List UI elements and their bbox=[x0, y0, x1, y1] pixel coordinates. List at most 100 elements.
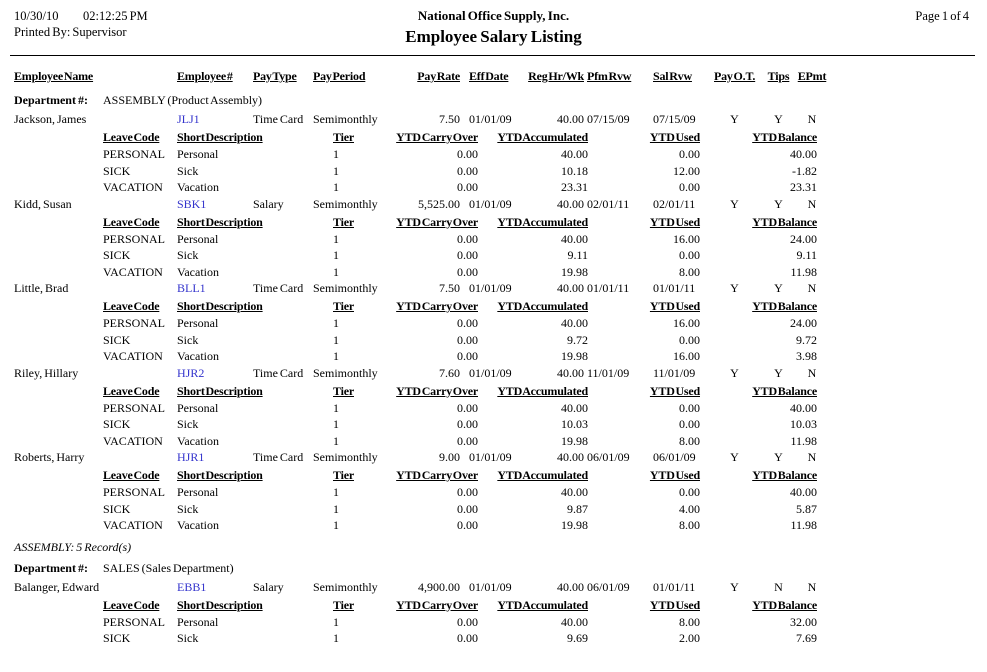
ytd-balance-cell: 11.98 bbox=[790, 518, 817, 532]
leave-description-cell: Sick bbox=[177, 163, 199, 178]
col-short-description: Short Description bbox=[177, 383, 263, 398]
employee-number-link[interactable]: HJR1 bbox=[177, 450, 205, 464]
leave-code-cell: SICK bbox=[103, 248, 131, 262]
pay-type-cell: Time Card bbox=[253, 112, 304, 126]
employee-number-link[interactable]: EBB1 bbox=[177, 579, 207, 594]
sal-rvw-cell: 01/01/11 bbox=[653, 579, 696, 594]
employee-name-cell: Kidd, Susan bbox=[14, 196, 72, 211]
leave-tier-cell: 1 bbox=[333, 349, 339, 363]
ytd-carry-over-cell: 0.00 bbox=[457, 248, 478, 262]
pfm-rvw-cell: 01/01/11 bbox=[587, 281, 630, 295]
leave-tier-cell: 1 bbox=[333, 147, 339, 161]
col-reg-hr-wk: Reg Hr/Wk bbox=[528, 69, 584, 83]
employee-number-link[interactable]: SBK1 bbox=[177, 196, 207, 211]
ytd-balance-cell: 10.03 bbox=[790, 417, 817, 431]
employee-row: Jackson, James JLJ1 Time Card Semimonthl… bbox=[0, 112, 987, 130]
col-ytd-balance: YTD Balance bbox=[752, 130, 817, 144]
leave-header-row: Leave Code Short Description Tier YTD Ca… bbox=[0, 384, 987, 401]
pay-ot-cell: Y bbox=[730, 281, 739, 295]
ytd-balance-cell: 9.72 bbox=[796, 332, 817, 347]
epmt-cell: N bbox=[807, 365, 817, 380]
pay-type-cell: Salary bbox=[253, 579, 284, 594]
pfm-rvw-cell: 11/01/09 bbox=[587, 365, 630, 380]
pay-rate-cell: 7.50 bbox=[439, 281, 460, 295]
tips-cell: N bbox=[774, 579, 783, 594]
ytd-accumulated-cell: 40.00 bbox=[561, 316, 588, 330]
col-tier: Tier bbox=[333, 468, 354, 482]
printed-by: Printed By: Supervisor bbox=[14, 25, 127, 39]
ytd-balance-cell: 24.00 bbox=[790, 231, 817, 246]
leave-header-row: Leave Code Short Description Tier YTD Ca… bbox=[0, 598, 987, 615]
ytd-used-cell: 8.00 bbox=[679, 433, 700, 448]
leave-header-row: Leave Code Short Description Tier YTD Ca… bbox=[0, 299, 987, 316]
pay-ot-cell: Y bbox=[730, 112, 739, 126]
reg-hr-wk-cell: 40.00 bbox=[557, 196, 584, 211]
leave-code-cell: SICK bbox=[103, 631, 131, 645]
pay-type-cell: Time Card bbox=[253, 450, 304, 464]
reg-hr-wk-cell: 40.00 bbox=[557, 112, 584, 126]
col-leave-code: Leave Code bbox=[103, 597, 160, 612]
col-ytd-used: YTD Used bbox=[649, 597, 700, 612]
ytd-accumulated-cell: 19.98 bbox=[561, 518, 588, 532]
eff-date-cell: 01/01/09 bbox=[469, 281, 512, 295]
col-tips: Tips bbox=[767, 69, 790, 83]
employee-name-cell: Roberts, Harry bbox=[14, 450, 85, 464]
report-title: Employee Salary Listing bbox=[405, 27, 582, 46]
ytd-carry-over-cell: 0.00 bbox=[457, 631, 478, 645]
leave-description-cell: Sick bbox=[177, 631, 199, 645]
employee-name-cell: Balanger, Edward bbox=[14, 579, 100, 594]
employee-row: Kidd, Susan SBK1 Salary Semimonthly 5,52… bbox=[0, 197, 987, 215]
employee-name-cell: Little, Brad bbox=[14, 281, 69, 295]
epmt-cell: N bbox=[807, 579, 817, 594]
col-ytd-used: YTD Used bbox=[649, 214, 700, 229]
leave-code-cell: VACATION bbox=[103, 180, 163, 194]
ytd-carry-over-cell: 0.00 bbox=[457, 614, 478, 629]
leave-tier-cell: 1 bbox=[333, 485, 339, 499]
leave-description-cell: Sick bbox=[177, 417, 199, 431]
pay-ot-cell: Y bbox=[730, 579, 739, 594]
leave-description-cell: Personal bbox=[177, 147, 219, 161]
leave-tier-cell: 1 bbox=[333, 417, 339, 431]
pay-type-cell: Time Card bbox=[253, 281, 304, 295]
ytd-used-cell: 0.00 bbox=[679, 485, 700, 499]
employee-number-link[interactable]: JLJ1 bbox=[177, 112, 200, 126]
ytd-accumulated-cell: 19.98 bbox=[561, 349, 588, 363]
pay-rate-cell: 9.00 bbox=[439, 450, 460, 464]
leave-code-cell: PERSONAL bbox=[103, 147, 166, 161]
ytd-carry-over-cell: 0.00 bbox=[457, 433, 478, 448]
employee-number-link[interactable]: BLL1 bbox=[177, 281, 206, 295]
ytd-carry-over-cell: 0.00 bbox=[457, 163, 478, 178]
ytd-accumulated-cell: 19.98 bbox=[561, 264, 588, 279]
pay-rate-cell: 7.60 bbox=[439, 365, 460, 380]
employee-row: Little, Brad BLL1 Time Card Semimonthly … bbox=[0, 281, 987, 299]
reg-hr-wk-cell: 40.00 bbox=[557, 579, 584, 594]
leave-row: SICK Sick 1 0.00 10.03 0.00 10.03 bbox=[0, 417, 987, 434]
leave-header-row: Leave Code Short Description Tier YTD Ca… bbox=[0, 130, 987, 147]
ytd-used-cell: 16.00 bbox=[673, 231, 700, 246]
leave-tier-cell: 1 bbox=[333, 316, 339, 330]
pay-rate-cell: 5,525.00 bbox=[418, 196, 460, 211]
ytd-accumulated-cell: 23.31 bbox=[561, 180, 588, 194]
employee-name-cell: Riley, Hillary bbox=[14, 365, 79, 380]
col-ytd-carry-over: YTD Carry Over bbox=[396, 383, 478, 398]
pay-period-cell: Semimonthly bbox=[313, 112, 378, 126]
leave-description-cell: Personal bbox=[177, 400, 219, 415]
leave-code-cell: VACATION bbox=[103, 349, 163, 363]
employee-number-link[interactable]: HJR2 bbox=[177, 365, 205, 380]
epmt-cell: N bbox=[807, 281, 817, 295]
col-employee-number: Employee # bbox=[177, 69, 233, 83]
col-ytd-accumulated: YTD Accumulated bbox=[497, 597, 588, 612]
leave-code-cell: PERSONAL bbox=[103, 400, 166, 415]
company-name: National Office Supply, Inc. bbox=[417, 8, 570, 23]
leave-tier-cell: 1 bbox=[333, 248, 339, 262]
epmt-cell: N bbox=[807, 450, 817, 464]
col-ytd-used: YTD Used bbox=[649, 468, 700, 482]
report-body: Department #: ASSEMBLY (Product Assembly… bbox=[0, 93, 987, 648]
ytd-carry-over-cell: 0.00 bbox=[457, 332, 478, 347]
sal-rvw-cell: 11/01/09 bbox=[653, 365, 696, 380]
col-epmt: EPmt bbox=[797, 69, 827, 83]
pay-period-cell: Semimonthly bbox=[313, 365, 378, 380]
eff-date-cell: 01/01/09 bbox=[469, 112, 512, 126]
leave-tier-cell: 1 bbox=[333, 180, 339, 194]
